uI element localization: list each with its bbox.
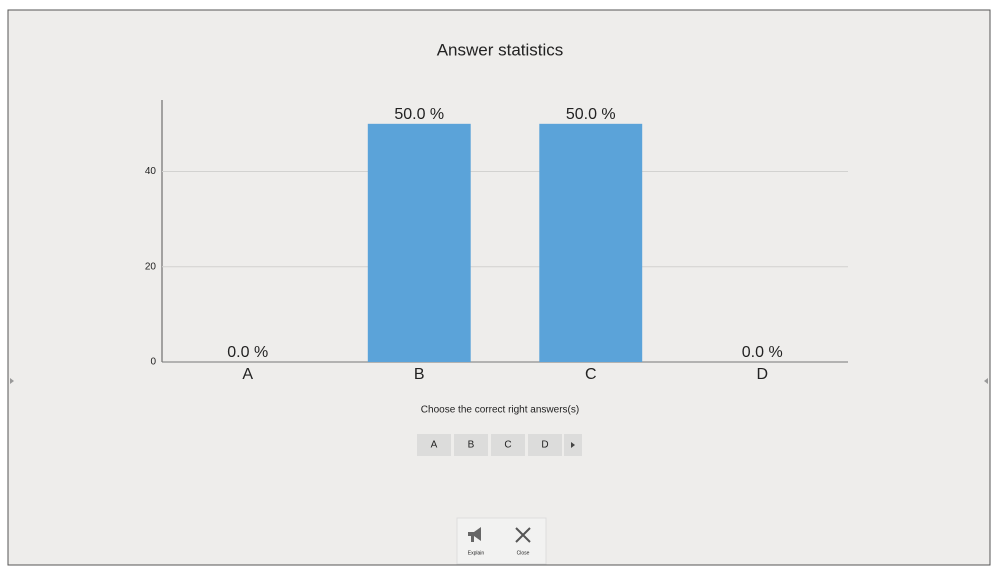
answer-button-label: A <box>431 440 438 451</box>
answer-button[interactable] <box>454 434 488 456</box>
bar <box>539 123 643 363</box>
bar <box>367 123 471 363</box>
y-tick-label: 0 <box>150 357 156 368</box>
answer-button-label: C <box>504 440 511 451</box>
explain-icon[interactable] <box>468 527 481 542</box>
value-label: 0.0 % <box>227 344 268 361</box>
left-edge-arrow[interactable] <box>10 378 14 384</box>
x-tick-label: C <box>585 366 597 383</box>
prompt: Choose the correct right answers(s) <box>421 405 579 416</box>
y-tick-label: 20 <box>145 261 157 272</box>
x-tick-label: B <box>414 366 425 383</box>
x-tick-label: A <box>242 366 253 383</box>
answer-button-label: B <box>468 440 475 451</box>
answer-button-label: D <box>541 440 548 451</box>
value-label: 50.0 % <box>394 106 444 123</box>
right-edge-arrow[interactable] <box>984 378 988 384</box>
close-icon[interactable] <box>515 527 531 543</box>
y-tick-label: 40 <box>145 166 157 177</box>
value-label: 0.0 % <box>742 344 783 361</box>
answer-button[interactable] <box>491 434 525 456</box>
toolbar <box>456 517 547 565</box>
x-tick-label: D <box>756 366 768 383</box>
answer-button[interactable] <box>417 434 451 456</box>
chart-title: Answer statistics <box>437 40 564 59</box>
answer-button[interactable] <box>528 434 562 456</box>
more-icon <box>571 442 575 448</box>
toolbar-label: Close <box>517 550 530 556</box>
toolbar-label: Explain <box>468 550 485 556</box>
window <box>7 9 991 566</box>
value-label: 50.0 % <box>566 106 616 123</box>
